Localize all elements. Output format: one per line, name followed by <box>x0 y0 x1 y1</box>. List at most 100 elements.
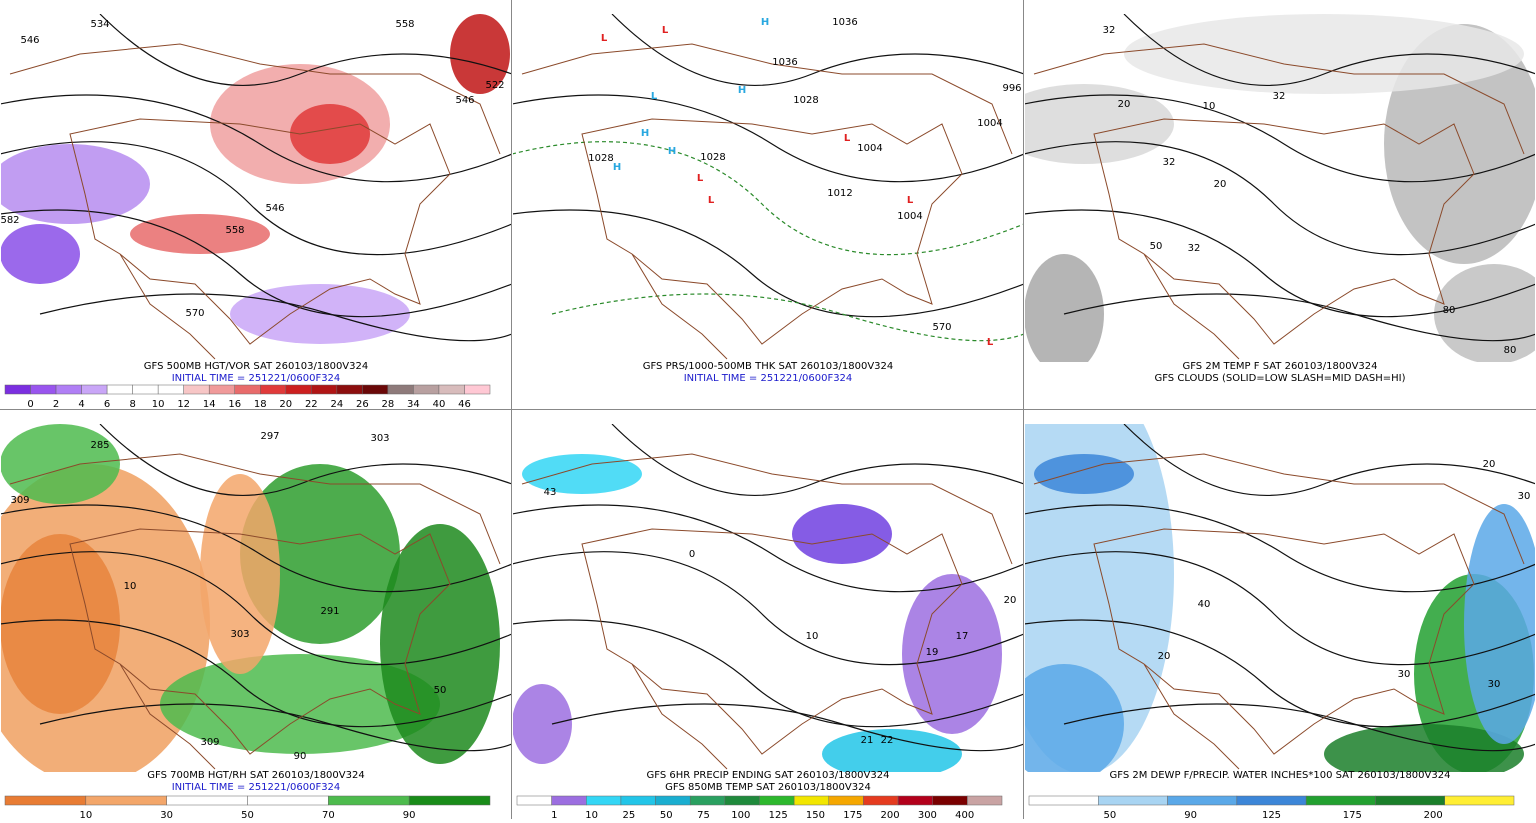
contour-label: L <box>601 33 608 44</box>
contour-label: 309 <box>10 495 29 506</box>
contour <box>99 14 511 86</box>
colorbar-segment <box>793 795 830 806</box>
borders <box>581 118 963 345</box>
map: 546 534 558 546 522 546 558 570 582 <box>0 14 511 362</box>
field-shade <box>380 524 500 764</box>
colorbar-label: 125 <box>1262 810 1281 819</box>
contour <box>513 551 1023 666</box>
colorbar-segment <box>863 795 899 806</box>
map: 32 20 10 32 32 20 32 50 80 80 <box>1025 14 1535 362</box>
colorbar-label: 4 <box>78 399 84 410</box>
colorbar-segment <box>247 795 329 806</box>
contour-label: 558 <box>225 225 244 236</box>
colorbar-segment <box>4 795 87 806</box>
colorbar-segment <box>208 384 235 395</box>
contour-label: H <box>613 162 621 173</box>
contour <box>513 619 1023 728</box>
contour-label: 1036 <box>772 57 797 68</box>
contour-label: 90 <box>294 751 307 762</box>
colorbar-segment <box>4 384 31 395</box>
map: 43 20 17 19 22 21 10 0 <box>513 424 1023 772</box>
contour-label: 30 <box>1488 679 1501 690</box>
contour-label: 80 <box>1443 305 1456 316</box>
colorbar-segment <box>967 795 1003 806</box>
borders <box>69 118 451 345</box>
contour-label: 20 <box>1214 179 1227 190</box>
contours <box>1025 14 1535 360</box>
borders <box>631 253 728 360</box>
contour-label: 22 <box>881 735 894 746</box>
borders <box>1093 118 1475 345</box>
field-shade <box>1 144 150 224</box>
contour <box>1 619 511 728</box>
colorbar-segment <box>724 795 760 806</box>
caption: INITIAL TIME = 251221/0600F324 <box>172 373 341 384</box>
contour <box>1063 703 1535 752</box>
borders <box>1033 453 1525 565</box>
colorbar-label: 300 <box>918 810 937 819</box>
colorbar-label: 175 <box>1343 810 1362 819</box>
field-shade <box>822 729 962 772</box>
borders <box>119 663 216 770</box>
contours <box>1025 424 1535 770</box>
borders <box>1093 528 1475 755</box>
contour-label: 582 <box>0 215 19 226</box>
contour-label: 1028 <box>588 153 613 164</box>
panel: 32 20 10 32 32 20 32 50 80 80 GFS 2M TEMP F SAT 26… <box>1025 14 1535 384</box>
colorbar-label: 16 <box>228 399 241 410</box>
contour-label: L <box>907 195 914 206</box>
contour <box>1123 424 1535 496</box>
contour <box>1 504 511 593</box>
colorbar-label: 20 <box>279 399 292 410</box>
colorbar-segment <box>362 384 389 395</box>
contour-label: 570 <box>185 308 204 319</box>
colorbar-label: 26 <box>356 399 369 410</box>
colorbar-segment <box>85 795 167 806</box>
contour-label: 291 <box>320 606 339 617</box>
caption: GFS 2M TEMP F SAT 260103/1800V324 <box>1182 361 1377 372</box>
colorbar-segment <box>1098 795 1168 806</box>
contour-label: 285 <box>90 440 109 451</box>
caption: GFS 2M DEWP F/PRECIP. WATER INCHES*100 S… <box>1110 770 1451 781</box>
colorbar-segment <box>166 795 248 806</box>
borders <box>9 43 501 155</box>
contour-label: 1004 <box>897 211 922 222</box>
colorbar-label: 28 <box>382 399 395 410</box>
contour <box>1 94 511 183</box>
contours <box>513 14 1023 360</box>
borders <box>631 663 728 770</box>
colorbar-label: 400 <box>955 810 974 819</box>
contour-label: 309 <box>200 737 219 748</box>
colorbar-segment <box>1167 795 1238 806</box>
contour-label: 20 <box>1004 595 1017 606</box>
map-background <box>513 14 1023 362</box>
colorbar-segment <box>413 384 440 395</box>
colorbar-segment <box>655 795 691 806</box>
contour-label: H <box>641 128 649 139</box>
contour <box>1025 619 1535 728</box>
contour <box>513 94 1023 183</box>
colorbar-label: 150 <box>806 810 825 819</box>
contour-label: H <box>668 146 676 157</box>
contour-label: 20 <box>1483 459 1496 470</box>
colorbar-segment <box>30 384 57 395</box>
map: 285 297 303 309 291 303 309 10 50 90 <box>1 424 511 772</box>
field-shade <box>522 454 642 494</box>
contour-label: 0 <box>689 549 695 560</box>
contour-label: 1012 <box>827 188 852 199</box>
caption: INITIAL TIME = 251221/0600F324 <box>684 373 853 384</box>
contour-label: 546 <box>20 35 39 46</box>
colorbar-segment <box>157 384 184 395</box>
colorbar-label: 50 <box>1103 810 1116 819</box>
colorbar-label: 22 <box>305 399 318 410</box>
colorbar-segment <box>285 384 312 395</box>
borders <box>1033 43 1525 155</box>
field-shade <box>230 284 410 344</box>
borders <box>119 253 216 360</box>
colorbar-segment <box>311 384 338 395</box>
colorbar-label: 200 <box>881 810 900 819</box>
contour-label: H <box>738 85 746 96</box>
field-shade <box>290 104 370 164</box>
